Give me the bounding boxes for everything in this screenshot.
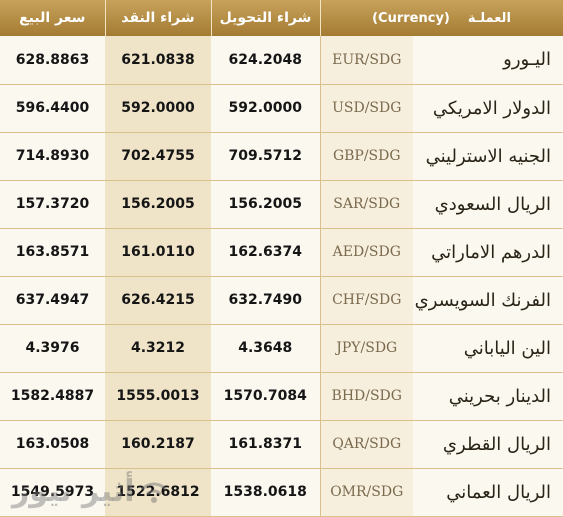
table-row: 1582.4887 1555.0013 1570.7084 BHD/SDG الدينا… bbox=[0, 372, 563, 421]
sell-rate: 163.0508 bbox=[0, 420, 105, 469]
sell-rate: 596.4400 bbox=[0, 84, 105, 133]
header-cash: شراء النقد bbox=[105, 0, 212, 36]
cash-buy-rate: 1522.6812 bbox=[105, 468, 211, 517]
transfer-buy-rate: 1570.7084 bbox=[211, 372, 320, 421]
table-row: 157.3720 156.2005 156.2005 SAR/SDG الريال ال… bbox=[0, 180, 563, 229]
header-transfer: شراء التحويل bbox=[211, 0, 321, 36]
transfer-buy-rate: 624.2048 bbox=[211, 36, 320, 85]
currency-name: اليـورو bbox=[413, 36, 563, 85]
cash-buy-rate: 160.2187 bbox=[105, 420, 211, 469]
currency-name: الدرهم الاماراتي bbox=[413, 228, 563, 277]
header-currency-en: (Currency) bbox=[372, 10, 450, 26]
transfer-buy-rate: 156.2005 bbox=[211, 180, 320, 229]
table-row: 596.4400 592.0000 592.0000 USD/SDG الدولار ا… bbox=[0, 84, 563, 133]
transfer-buy-rate: 4.3648 bbox=[211, 324, 320, 373]
currency-pair: OMR/SDG bbox=[319, 468, 413, 517]
currency-pair: GBP/SDG bbox=[319, 132, 413, 181]
cash-buy-rate: 621.0838 bbox=[105, 36, 211, 85]
cash-buy-rate: 161.0110 bbox=[105, 228, 211, 277]
currency-name: الجنيه الاسترليني bbox=[413, 132, 563, 181]
table-row: 1549.5973 1522.6812 1538.0618 OMR/SDG الريال… bbox=[0, 468, 563, 517]
currency-pair: USD/SDG bbox=[319, 84, 413, 133]
cash-buy-rate: 626.4215 bbox=[105, 276, 211, 325]
transfer-buy-rate: 162.6374 bbox=[211, 228, 320, 277]
currency-name: الريال القطري bbox=[413, 420, 563, 469]
currency-pair: QAR/SDG bbox=[319, 420, 413, 469]
header-sell: سعر البيع bbox=[0, 0, 106, 36]
table-row: 163.0508 160.2187 161.8371 QAR/SDG الريال ال… bbox=[0, 420, 563, 469]
currency-pair: SAR/SDG bbox=[319, 180, 413, 229]
currency-name: الدينار بحريني bbox=[413, 372, 563, 421]
sell-rate: 1549.5973 bbox=[0, 468, 105, 517]
currency-name: الدولار الامريكي bbox=[413, 84, 563, 133]
transfer-buy-rate: 161.8371 bbox=[211, 420, 320, 469]
table-row: 714.8930 702.4755 709.5712 GBP/SDG الجنيه ال… bbox=[0, 132, 563, 181]
transfer-buy-rate: 632.7490 bbox=[211, 276, 320, 325]
sell-rate: 628.8863 bbox=[0, 36, 105, 85]
header-currency-ar: العملـة bbox=[467, 10, 511, 26]
header-currency: (Currency) العملـة bbox=[320, 0, 563, 36]
table-row: 4.3976 4.3212 4.3648 JPY/SDG الين الياباني bbox=[0, 324, 563, 373]
sell-rate: 163.8571 bbox=[0, 228, 105, 277]
currency-pair: JPY/SDG bbox=[319, 324, 413, 373]
transfer-buy-rate: 1538.0618 bbox=[211, 468, 320, 517]
cash-buy-rate: 4.3212 bbox=[105, 324, 211, 373]
sell-rate: 157.3720 bbox=[0, 180, 105, 229]
table-row: 637.4947 626.4215 632.7490 CHF/SDG الفرنك ال… bbox=[0, 276, 563, 325]
cash-buy-rate: 156.2005 bbox=[105, 180, 211, 229]
sell-rate: 4.3976 bbox=[0, 324, 105, 373]
currency-name: الريال العماني bbox=[413, 468, 563, 517]
currency-pair: AED/SDG bbox=[319, 228, 413, 277]
currency-name: الفرنك السويسري bbox=[413, 276, 563, 325]
cash-buy-rate: 1555.0013 bbox=[105, 372, 211, 421]
currency-pair: BHD/SDG bbox=[319, 372, 413, 421]
cash-buy-rate: 702.4755 bbox=[105, 132, 211, 181]
table-row: 628.8863 621.0838 624.2048 EUR/SDG اليـورو bbox=[0, 36, 563, 85]
transfer-buy-rate: 709.5712 bbox=[211, 132, 320, 181]
table-row: 163.8571 161.0110 162.6374 AED/SDG الدرهم ال… bbox=[0, 228, 563, 277]
table-header-row: سعر البيع شراء النقد شراء التحويل (Curre… bbox=[0, 0, 563, 36]
sell-rate: 1582.4887 bbox=[0, 372, 105, 421]
currency-name: الين الياباني bbox=[413, 324, 563, 373]
sell-rate: 714.8930 bbox=[0, 132, 105, 181]
transfer-buy-rate: 592.0000 bbox=[211, 84, 320, 133]
currency-name: الريال السعودي bbox=[413, 180, 563, 229]
cash-buy-rate: 592.0000 bbox=[105, 84, 211, 133]
currency-pair: CHF/SDG bbox=[319, 276, 413, 325]
sell-rate: 637.4947 bbox=[0, 276, 105, 325]
currency-pair: EUR/SDG bbox=[319, 36, 413, 85]
